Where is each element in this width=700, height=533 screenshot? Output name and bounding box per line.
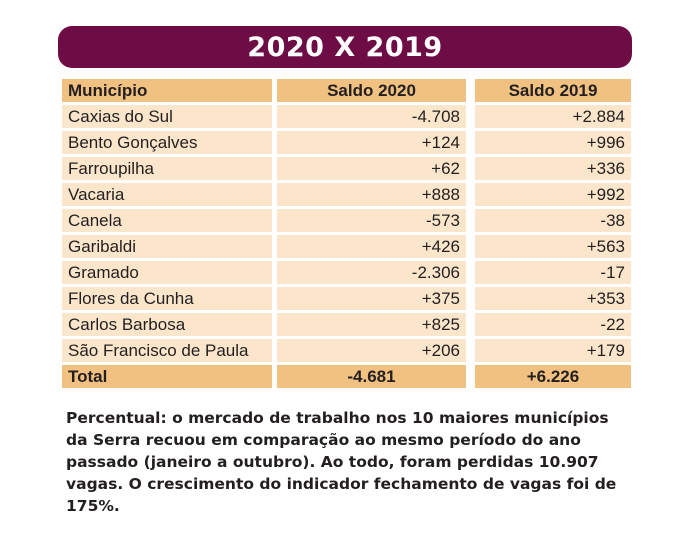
title-banner: 2020 X 2019	[58, 26, 632, 68]
cell-municipio: Canela	[62, 209, 272, 232]
table-row: Carlos Barbosa +825 -22	[62, 313, 631, 336]
cell-saldo-2019: +992	[475, 183, 631, 206]
cell-saldo-2019: +996	[475, 131, 631, 154]
table-header-row: Município Saldo 2020 Saldo 2019	[62, 79, 631, 102]
table-row: Caxias do Sul -4.708 +2.884	[62, 105, 631, 128]
cell-saldo-2020: -2.306	[277, 261, 466, 284]
cell-saldo-2019: +336	[475, 157, 631, 180]
cell-municipio: Flores da Cunha	[62, 287, 272, 310]
cell-municipio: Farroupilha	[62, 157, 272, 180]
cell-saldo-2019: +2.884	[475, 105, 631, 128]
table-row: Flores da Cunha +375 +353	[62, 287, 631, 310]
cell-municipio: Gramado	[62, 261, 272, 284]
cell-saldo-2020: +888	[277, 183, 466, 206]
header-saldo-2019: Saldo 2019	[475, 79, 631, 102]
cell-municipio: São Francisco de Paula	[62, 339, 272, 362]
cell-saldo-2019: -17	[475, 261, 631, 284]
cell-saldo-2019: +179	[475, 339, 631, 362]
total-saldo-2020: -4.681	[277, 365, 466, 388]
total-label: Total	[62, 365, 272, 388]
cell-saldo-2020: -4.708	[277, 105, 466, 128]
cell-saldo-2020: +825	[277, 313, 466, 336]
cell-saldo-2019: +563	[475, 235, 631, 258]
cell-saldo-2020: +62	[277, 157, 466, 180]
cell-saldo-2019: +353	[475, 287, 631, 310]
cell-municipio: Vacaria	[62, 183, 272, 206]
data-table: Município Saldo 2020 Saldo 2019 Caxias d…	[62, 79, 631, 391]
cell-municipio: Bento Gonçalves	[62, 131, 272, 154]
caption-text: Percentual: o mercado de trabalho nos 10…	[66, 409, 617, 515]
table-row: Gramado -2.306 -17	[62, 261, 631, 284]
table-row: Farroupilha +62 +336	[62, 157, 631, 180]
cell-saldo-2019: -22	[475, 313, 631, 336]
table-row: São Francisco de Paula +206 +179	[62, 339, 631, 362]
cell-municipio: Caxias do Sul	[62, 105, 272, 128]
page-title: 2020 X 2019	[247, 31, 443, 63]
table-total-row: Total -4.681 +6.226	[62, 365, 631, 388]
table-row: Vacaria +888 +992	[62, 183, 631, 206]
header-municipio: Município	[62, 79, 272, 102]
cell-saldo-2020: -573	[277, 209, 466, 232]
cell-municipio: Carlos Barbosa	[62, 313, 272, 336]
table-row: Garibaldi +426 +563	[62, 235, 631, 258]
cell-saldo-2020: +124	[277, 131, 466, 154]
cell-saldo-2019: -38	[475, 209, 631, 232]
cell-saldo-2020: +426	[277, 235, 466, 258]
cell-saldo-2020: +375	[277, 287, 466, 310]
table-row: Canela -573 -38	[62, 209, 631, 232]
table-row: Bento Gonçalves +124 +996	[62, 131, 631, 154]
header-saldo-2020: Saldo 2020	[277, 79, 466, 102]
cell-saldo-2020: +206	[277, 339, 466, 362]
total-saldo-2019: +6.226	[475, 365, 631, 388]
cell-municipio: Garibaldi	[62, 235, 272, 258]
